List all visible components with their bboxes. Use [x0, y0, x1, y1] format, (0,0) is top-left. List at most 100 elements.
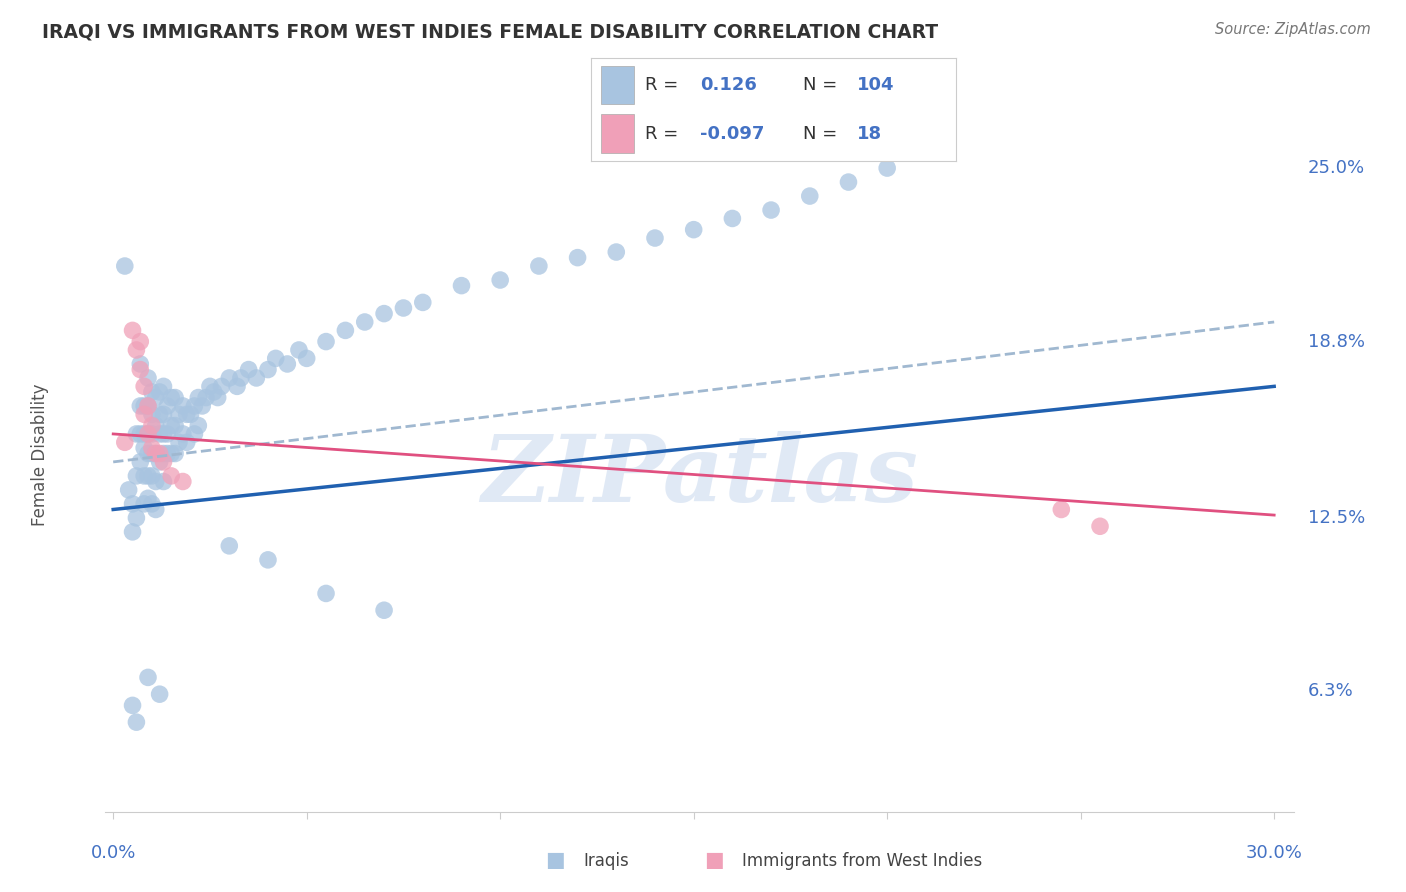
- Point: [149, 426, 172, 441]
- Point: [160, 391, 183, 405]
- Point: [152, 379, 174, 393]
- Point: [276, 357, 298, 371]
- Point: [721, 211, 744, 226]
- Text: Source: ZipAtlas.com: Source: ZipAtlas.com: [1215, 22, 1371, 37]
- Point: [114, 435, 136, 450]
- Point: [141, 446, 163, 460]
- Point: [489, 273, 512, 287]
- Point: [315, 334, 337, 349]
- Point: [176, 408, 198, 422]
- Point: [129, 357, 152, 371]
- Point: [149, 687, 172, 701]
- Text: R =: R =: [645, 76, 679, 95]
- Point: [129, 399, 152, 413]
- Point: [152, 446, 174, 460]
- Point: [156, 399, 179, 413]
- Point: [136, 670, 159, 684]
- Point: [257, 362, 280, 376]
- Point: [156, 426, 179, 441]
- Text: R =: R =: [645, 125, 679, 143]
- Point: [295, 351, 318, 366]
- Point: [257, 553, 280, 567]
- Text: 0.126: 0.126: [700, 76, 756, 95]
- Point: [759, 202, 782, 217]
- Point: [125, 511, 148, 525]
- Point: [211, 379, 233, 393]
- Point: [876, 161, 898, 175]
- Point: [412, 295, 434, 310]
- Point: [165, 391, 187, 405]
- Point: [682, 222, 704, 236]
- Point: [392, 301, 415, 315]
- Bar: [602, 114, 634, 153]
- Point: [129, 455, 152, 469]
- Point: [218, 539, 240, 553]
- Point: [136, 426, 159, 441]
- Point: [172, 426, 194, 441]
- Point: [152, 455, 174, 469]
- Point: [136, 399, 159, 413]
- Point: [149, 408, 172, 422]
- Point: [187, 391, 209, 405]
- Point: [226, 379, 249, 393]
- Point: [373, 603, 395, 617]
- Point: [141, 497, 163, 511]
- Text: Immigrants from West Indies: Immigrants from West Indies: [742, 852, 983, 870]
- Point: [145, 418, 167, 433]
- Text: 18: 18: [858, 125, 883, 143]
- Point: [202, 384, 225, 399]
- Point: [288, 343, 311, 357]
- Point: [134, 426, 156, 441]
- Point: [245, 371, 267, 385]
- Point: [141, 426, 163, 441]
- Point: [145, 446, 167, 460]
- Point: [180, 408, 202, 422]
- Point: [134, 497, 156, 511]
- Point: [207, 391, 229, 405]
- Point: [353, 315, 375, 329]
- Point: [229, 371, 252, 385]
- Text: 18.8%: 18.8%: [1308, 333, 1365, 351]
- Point: [145, 391, 167, 405]
- Point: [125, 343, 148, 357]
- Point: [167, 408, 190, 422]
- Point: [165, 418, 187, 433]
- Point: [114, 259, 136, 273]
- Point: [315, 586, 337, 600]
- Text: 25.0%: 25.0%: [1308, 159, 1365, 178]
- Point: [129, 426, 152, 441]
- Point: [145, 502, 167, 516]
- Point: [125, 426, 148, 441]
- Point: [198, 379, 221, 393]
- Point: [134, 469, 156, 483]
- Text: ZIPatlas: ZIPatlas: [481, 432, 918, 521]
- Point: [129, 334, 152, 349]
- Point: [134, 408, 156, 422]
- Point: [129, 362, 152, 376]
- Text: IRAQI VS IMMIGRANTS FROM WEST INDIES FEMALE DISABILITY CORRELATION CHART: IRAQI VS IMMIGRANTS FROM WEST INDIES FEM…: [42, 22, 938, 41]
- Point: [149, 455, 172, 469]
- Point: [145, 475, 167, 489]
- Point: [134, 441, 156, 455]
- Point: [160, 446, 183, 460]
- Point: [172, 475, 194, 489]
- Point: [160, 418, 183, 433]
- Text: N =: N =: [803, 125, 837, 143]
- Text: N =: N =: [803, 76, 837, 95]
- Point: [121, 698, 143, 713]
- Point: [125, 469, 148, 483]
- Point: [121, 497, 143, 511]
- Text: ■: ■: [546, 850, 565, 870]
- Point: [156, 446, 179, 460]
- Point: [172, 399, 194, 413]
- Point: [527, 259, 550, 273]
- Point: [187, 418, 209, 433]
- Point: [136, 399, 159, 413]
- Point: [605, 245, 627, 260]
- Point: [141, 408, 163, 422]
- Point: [567, 251, 589, 265]
- Point: [183, 399, 205, 413]
- Point: [152, 475, 174, 489]
- Point: [121, 524, 143, 539]
- Point: [191, 399, 214, 413]
